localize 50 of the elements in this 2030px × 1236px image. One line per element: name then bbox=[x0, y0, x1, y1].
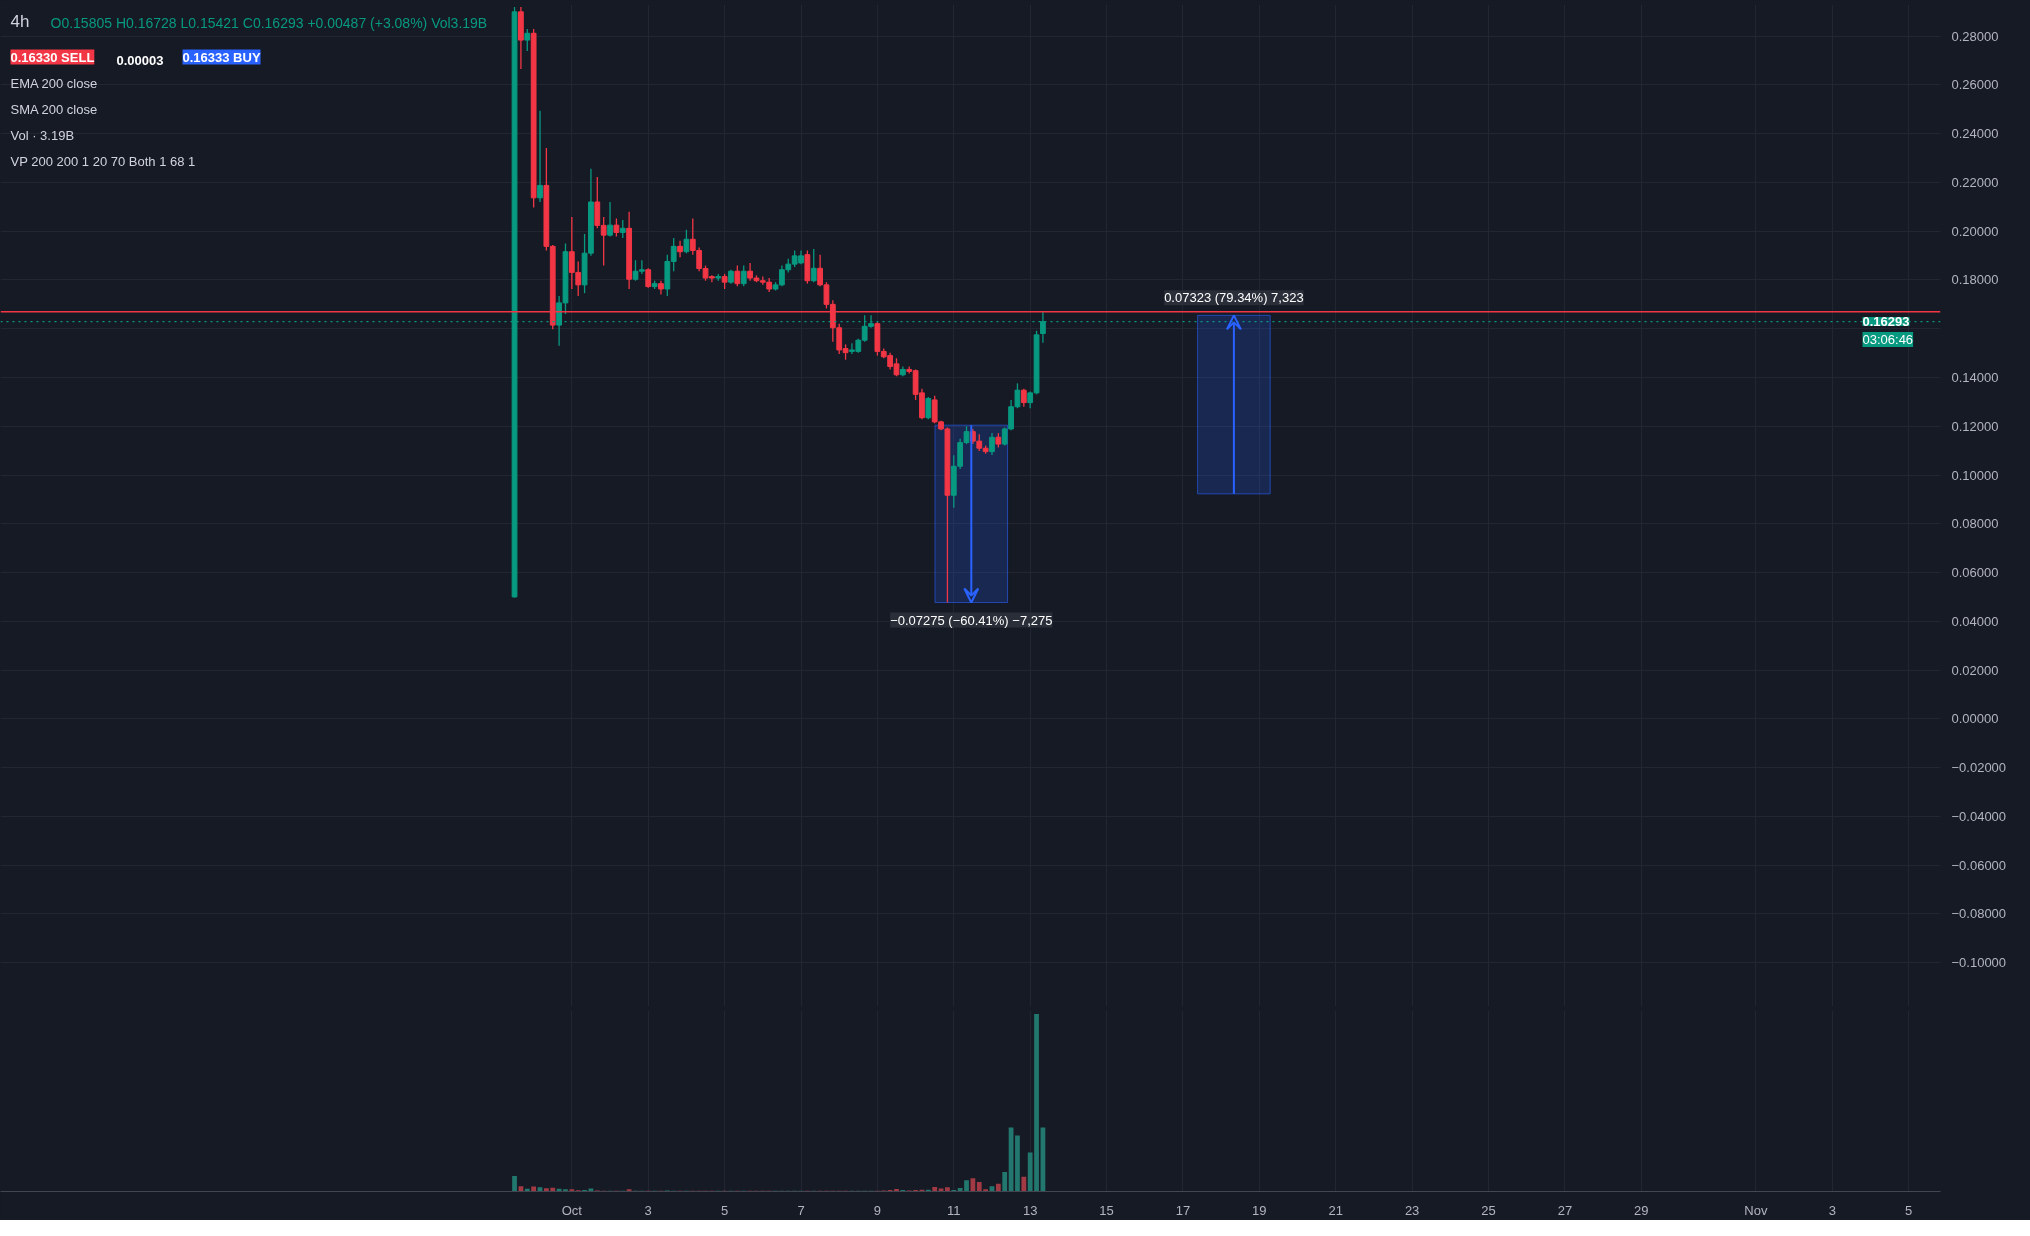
annotation: O0.15805 H0.16728 L0.15421 C0.16293 +0.00487 (+3.08%) Vol3.19B bbox=[50, 14, 488, 31]
y-tick-label: 0.26000 bbox=[1951, 77, 1999, 93]
y-tick-label: −0.06000 bbox=[1951, 857, 2007, 873]
x-tick-label: 23 bbox=[1404, 1202, 1420, 1218]
y-tick-label: 0.24000 bbox=[1951, 126, 1999, 142]
x-tick-label: 29 bbox=[1634, 1202, 1649, 1218]
x-tick-label: 7 bbox=[797, 1202, 805, 1218]
y-tick-label: −0.02000 bbox=[1951, 760, 2007, 776]
x-tick-label: 21 bbox=[1328, 1202, 1343, 1218]
x-tick-label: 19 bbox=[1252, 1202, 1267, 1218]
ref-line-label: 0.16293 bbox=[1862, 314, 1910, 330]
x-tick-label: Nov bbox=[1744, 1202, 1768, 1218]
data-label: −0.07275 (−60.41%) −7,275 bbox=[890, 612, 1053, 628]
x-tick-label: 15 bbox=[1099, 1202, 1114, 1218]
x-tick-label: 5 bbox=[721, 1202, 729, 1218]
data-label: 0.07323 (79.34%) 7,323 bbox=[1164, 290, 1304, 306]
x-tick-label: 9 bbox=[873, 1202, 882, 1218]
y-tick-label: 0.08000 bbox=[1951, 516, 1999, 532]
annotation: 0.16330 SELL bbox=[10, 49, 95, 65]
y-tick-label: −0.04000 bbox=[1951, 808, 2007, 824]
y-tick-label: 0.12000 bbox=[1951, 418, 1999, 434]
x-tick-label: 27 bbox=[1557, 1202, 1573, 1218]
y-tick-label: 0.28000 bbox=[1951, 28, 1999, 44]
x-tick-label: 3 bbox=[644, 1202, 652, 1218]
annotation: 03:06:46 bbox=[1862, 332, 1914, 348]
annotation: 0.16333 BUY bbox=[182, 49, 261, 65]
annotation: 0.00003 bbox=[116, 52, 164, 68]
y-tick-label: 0.18000 bbox=[1951, 272, 1999, 288]
x-tick-label: Oct bbox=[561, 1202, 583, 1218]
annotation: SMA 200 close bbox=[10, 101, 98, 117]
x-tick-label: 5 bbox=[1905, 1202, 1913, 1218]
x-tick-label: 3 bbox=[1828, 1202, 1836, 1218]
y-tick-label: 0.22000 bbox=[1951, 174, 1999, 190]
y-tick-label: 0.20000 bbox=[1951, 223, 1999, 239]
y-tick-label: 0.04000 bbox=[1951, 613, 1999, 629]
y-tick-label: 0.14000 bbox=[1951, 370, 1999, 386]
chart-title: 4h bbox=[10, 11, 30, 31]
y-tick-label: −0.10000 bbox=[1951, 955, 2007, 971]
x-tick-label: 17 bbox=[1175, 1202, 1191, 1218]
annotation: Vol · 3.19B bbox=[10, 127, 75, 143]
y-tick-label: 0.02000 bbox=[1951, 662, 1999, 678]
y-tick-label: −0.08000 bbox=[1951, 906, 2007, 922]
annotation: EMA 200 close bbox=[10, 75, 98, 91]
x-tick-label: 11 bbox=[947, 1202, 961, 1218]
y-tick-label: 0.06000 bbox=[1951, 565, 1999, 581]
y-tick-label: 0.10000 bbox=[1951, 467, 1999, 483]
x-tick-label: 25 bbox=[1481, 1202, 1496, 1218]
annotation: VP 200 200 1 20 70 Both 1 68 1 bbox=[10, 153, 196, 169]
y-tick-label: 0.00000 bbox=[1951, 711, 1999, 727]
x-tick-label: 13 bbox=[1022, 1202, 1038, 1218]
